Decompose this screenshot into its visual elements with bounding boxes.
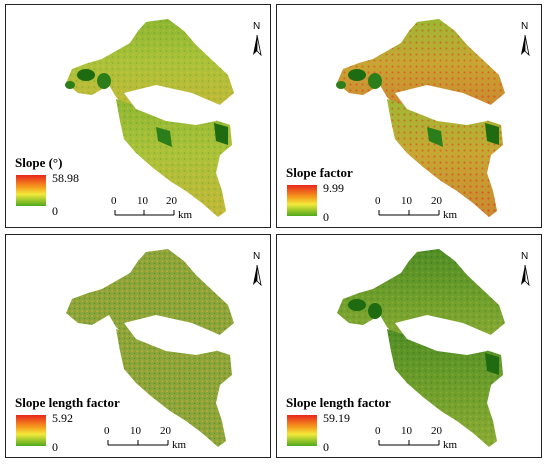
north-arrow bbox=[521, 34, 530, 57]
scale-tick-0: 0 bbox=[375, 195, 381, 207]
scale-tick-20: 20 bbox=[431, 195, 442, 207]
legend-min: 0 bbox=[52, 204, 58, 218]
map-slope-length-factor-b bbox=[337, 249, 530, 447]
scale-unit: km bbox=[178, 209, 193, 221]
north-label: N bbox=[253, 251, 261, 262]
scale-tick-10: 10 bbox=[401, 195, 412, 207]
scale-bar bbox=[378, 210, 440, 216]
scale-tick-10: 10 bbox=[401, 425, 412, 437]
region-upper bbox=[66, 19, 234, 115]
north-arrow bbox=[521, 264, 530, 287]
map-title: Slope length factor bbox=[286, 395, 391, 410]
map-panel-slope-length-factor-b: N Slope length factor 59.19 0 0 10 20 km bbox=[276, 234, 542, 458]
scale-bar bbox=[114, 210, 175, 216]
legend-color-ramp bbox=[287, 185, 317, 216]
legend-max: 9.99 bbox=[323, 181, 344, 195]
map-title: Slope length factor bbox=[15, 395, 120, 410]
map-title: Slope factor bbox=[286, 165, 353, 180]
map-slope-length-factor-a bbox=[66, 249, 262, 447]
map-panel-slope-factor: N Slope factor 9.99 0 0 10 20 km bbox=[276, 4, 542, 228]
scale-tick-20: 20 bbox=[431, 425, 442, 437]
scale-tick-10: 10 bbox=[130, 425, 141, 437]
legend-max: 58.98 bbox=[52, 171, 79, 185]
map-slope bbox=[65, 19, 262, 217]
region-lower bbox=[116, 99, 232, 217]
north-arrow bbox=[253, 264, 262, 287]
north-label: N bbox=[253, 21, 261, 32]
legend-min: 0 bbox=[52, 440, 58, 454]
scale-unit: km bbox=[172, 439, 187, 451]
scale-tick-0: 0 bbox=[111, 195, 117, 207]
legend-color-ramp bbox=[16, 415, 46, 446]
legend-color-ramp bbox=[16, 175, 46, 206]
legend-max: 59.19 bbox=[323, 411, 350, 425]
map-panel-slope-length-factor-a: N Slope length factor 5.92 0 0 10 20 km bbox=[5, 234, 271, 458]
scale-tick-0: 0 bbox=[104, 425, 110, 437]
north-arrow bbox=[253, 34, 262, 57]
map-slope-factor bbox=[336, 19, 530, 217]
scale-tick-20: 20 bbox=[160, 425, 171, 437]
map-title: Slope (°) bbox=[15, 155, 63, 170]
scale-unit: km bbox=[443, 439, 458, 451]
scale-bar bbox=[107, 440, 169, 446]
scale-tick-0: 0 bbox=[375, 425, 381, 437]
scale-bar bbox=[378, 440, 440, 446]
north-label: N bbox=[521, 21, 529, 32]
north-label: N bbox=[521, 251, 529, 262]
scale-tick-20: 20 bbox=[166, 195, 177, 207]
scale-tick-10: 10 bbox=[137, 195, 148, 207]
map-panel-slope: N Slope (°) 58.98 0 0 10 20 km bbox=[5, 4, 271, 228]
legend-min: 0 bbox=[323, 210, 329, 224]
legend-min: 0 bbox=[323, 440, 329, 454]
scale-unit: km bbox=[443, 209, 458, 221]
legend-max: 5.92 bbox=[52, 411, 73, 425]
legend-color-ramp bbox=[287, 415, 317, 446]
